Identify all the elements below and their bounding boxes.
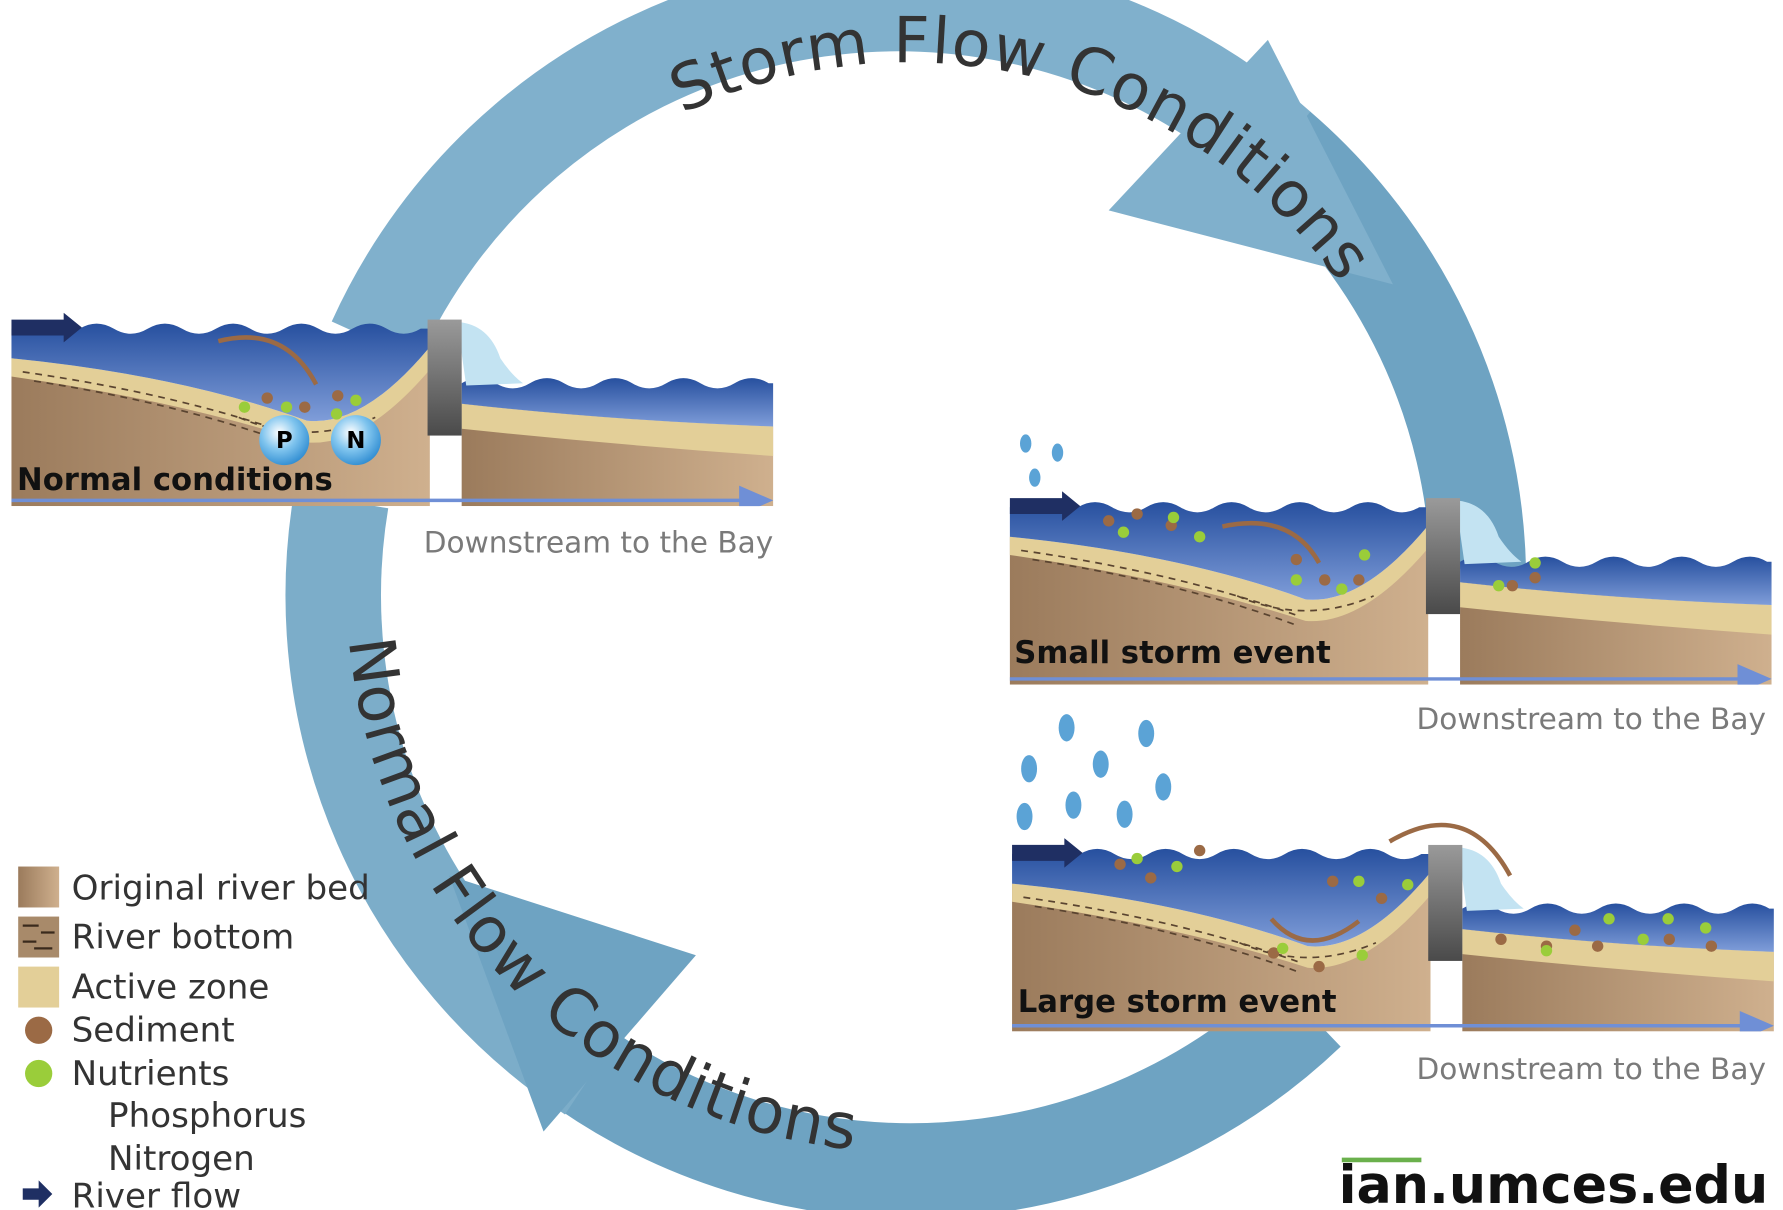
legend-swatch (23, 1180, 53, 1207)
legend-label: Sediment (72, 1011, 235, 1051)
panel-label: Large storm event (1018, 985, 1337, 1020)
panel-label: Small storm event (1014, 636, 1330, 671)
legend-swatch (25, 1017, 52, 1044)
legend-label: Nitrogen (108, 1139, 255, 1179)
legend-label: Original river bed (72, 869, 370, 909)
diagram: Storm Flow Conditions Normal Flow Condit… (0, 0, 1783, 1210)
downstream-label: Downstream to the Bay (424, 526, 773, 560)
rain (1017, 714, 1172, 830)
panel-label: Normal conditions (17, 463, 333, 498)
downstream-label: Downstream to the Bay (1416, 702, 1765, 736)
legend-swatch (25, 1060, 52, 1087)
legend-swatch (18, 917, 59, 958)
legend-label: River bottom (72, 917, 295, 957)
logo: ian.umces.edu (1339, 1155, 1769, 1210)
legend-swatch (18, 867, 59, 908)
legend-label: Nutrients (72, 1054, 230, 1094)
legend-label: Active zone (72, 967, 270, 1007)
nitrogen-label: N (346, 428, 365, 454)
legend-label: River flow (72, 1177, 241, 1210)
page: Storm Flow Conditions Normal Flow Condit… (0, 0, 1783, 1210)
legend-label: Phosphorus (108, 1096, 306, 1136)
legend-swatch (18, 967, 59, 1008)
downstream-label: Downstream to the Bay (1416, 1052, 1765, 1086)
rain (1020, 434, 1063, 486)
phosphorus-label: P (276, 428, 293, 454)
